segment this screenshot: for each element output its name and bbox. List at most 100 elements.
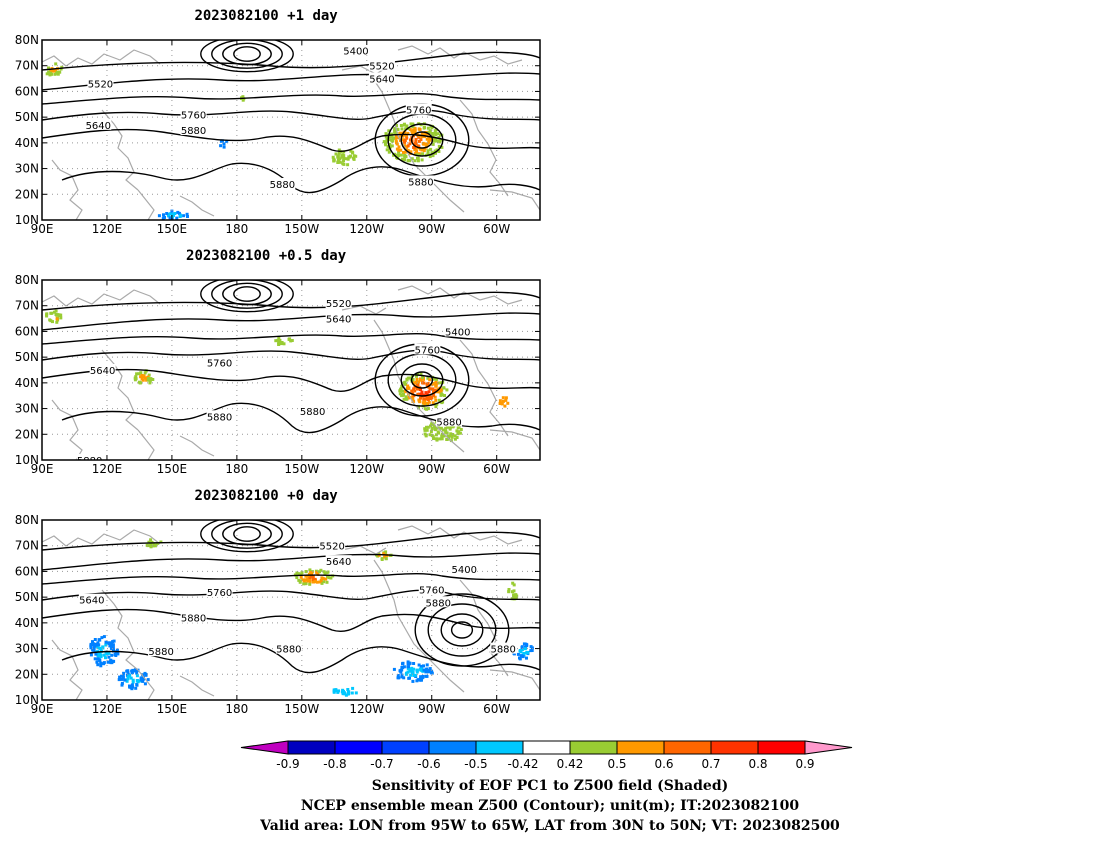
- lat-tick-label: 70N: [15, 59, 39, 73]
- colorbar-segment: [522, 740, 571, 755]
- lon-tick-label: 120W: [349, 222, 384, 236]
- colorbar-label: 0.6: [654, 757, 673, 771]
- contour-label: 5640: [86, 121, 111, 132]
- lon-tick-label: 60W: [483, 222, 510, 236]
- contour-label: 5400: [451, 565, 476, 576]
- contour-label: 5400: [343, 46, 368, 57]
- contour-label: 5640: [326, 557, 351, 568]
- lat-tick-label: 60N: [15, 84, 39, 98]
- map-panel-1: 2023082100 +1 day54005520564055205640576…: [15, 8, 541, 236]
- lon-tick-label: 60W: [483, 462, 510, 476]
- lat-tick-label: 30N: [15, 642, 39, 656]
- lon-tick-label: 150W: [284, 222, 319, 236]
- contour-label: 5880: [276, 645, 301, 656]
- footer-line-2: NCEP ensemble mean Z500 (Contour); unit(…: [301, 798, 800, 814]
- panel-title: 2023082100 +0.5 day: [186, 248, 347, 264]
- map-area: 5520 5640 5400 5760 5760 5640 5880 5880 5880 5880: [42, 280, 540, 467]
- colorbar-segment: [616, 740, 665, 755]
- colorbar-segment: [757, 740, 806, 755]
- lon-tick-label: 90E: [31, 462, 54, 476]
- lat-tick-label: 20N: [15, 427, 39, 441]
- lat-tick-label: 20N: [15, 187, 39, 201]
- lat-tick-label: 30N: [15, 162, 39, 176]
- colorbar-segment: [475, 740, 524, 755]
- lon-tick-label: 120W: [349, 702, 384, 716]
- contour-label: 5880: [270, 180, 295, 191]
- lon-tick-label: 150E: [157, 462, 188, 476]
- colorbar-segment: [663, 740, 712, 755]
- colorbar-label: 0.5: [607, 757, 626, 771]
- colorbar-segment: [381, 740, 430, 755]
- sensitivity-shading: [89, 538, 534, 697]
- map-frame: [41, 39, 541, 221]
- lat-tick-label: 20N: [15, 667, 39, 681]
- lon-tick-label: 150W: [284, 702, 319, 716]
- lon-tick-label: 120E: [92, 462, 123, 476]
- map-frame: [41, 279, 541, 461]
- contour-label: 5760: [207, 588, 232, 599]
- colorbar-segment: [428, 740, 477, 755]
- contour-label: 5760: [406, 105, 431, 116]
- lat-tick-label: 50N: [15, 110, 39, 124]
- lat-tick-label: 60N: [15, 324, 39, 338]
- contour-label: 5760: [181, 111, 206, 122]
- lat-tick-label: 10N: [15, 693, 39, 707]
- lat-tick-label: 50N: [15, 350, 39, 364]
- colorbar-label: -0.8: [323, 757, 346, 771]
- colorbar-label: -0.42: [507, 757, 538, 771]
- colorbar-label: -0.7: [370, 757, 393, 771]
- colorbar-label: 0.42: [557, 757, 584, 771]
- contour-label: 5880: [77, 456, 102, 467]
- contour-label: 5880: [181, 614, 206, 625]
- contour-label: 5880: [436, 417, 461, 428]
- contour-label: 5400: [445, 327, 470, 338]
- lon-tick-label: 90W: [418, 222, 445, 236]
- contour-label: 5640: [79, 596, 104, 607]
- contour-label: 5760: [419, 585, 444, 596]
- contour-label: 5520: [88, 80, 113, 91]
- lon-tick-label: 120E: [92, 702, 123, 716]
- lat-tick-label: 50N: [15, 590, 39, 604]
- lon-tick-label: 150W: [284, 462, 319, 476]
- contour-label: 5520: [326, 299, 351, 310]
- colorbar-label: -0.6: [417, 757, 440, 771]
- lon-tick-label: 150E: [157, 702, 188, 716]
- lat-tick-label: 80N: [15, 513, 39, 527]
- colorbar-label: -0.5: [464, 757, 487, 771]
- lon-tick-label: 60W: [483, 702, 510, 716]
- contour-label: 5880: [490, 645, 515, 656]
- lon-tick-label: 90E: [31, 222, 54, 236]
- lat-tick-label: 40N: [15, 616, 39, 630]
- z500-contours: [42, 520, 540, 674]
- lat-tick-label: 70N: [15, 539, 39, 553]
- colorbar-segment: [710, 740, 759, 755]
- colorbar-segment: [287, 740, 336, 755]
- colorbar-segment: [569, 740, 618, 755]
- lat-tick-label: 40N: [15, 376, 39, 390]
- colorbar-segment: [334, 740, 383, 755]
- contour-label: 5880: [426, 598, 451, 609]
- contour-label: 5640: [369, 75, 394, 86]
- lon-tick-label: 90E: [31, 702, 54, 716]
- contour-label: 5760: [415, 345, 440, 356]
- colorbar-right-arrow: [804, 740, 853, 755]
- z500-contours: [42, 40, 540, 194]
- colorbar: -0.9 -0.8 -0.7 -0.6 -0.5 -0.42 0.42 0.5 0.6 0.7 0.…: [240, 740, 853, 771]
- map-area: 5520 5640 5400 5760 5880 5760 5640 5880 5880 5880…: [42, 520, 540, 700]
- contour-label: 5880: [300, 407, 325, 418]
- panel-title: 2023082100 +1 day: [194, 8, 338, 24]
- lat-tick-label: 40N: [15, 136, 39, 150]
- lon-tick-label: 150E: [157, 222, 188, 236]
- contour-label: 5880: [181, 126, 206, 137]
- lat-tick-label: 80N: [15, 273, 39, 287]
- footer-line-3: Valid area: LON from 95W to 65W, LAT fro…: [259, 818, 840, 834]
- lat-tick-label: 10N: [15, 453, 39, 467]
- map-panel-2: 2023082100 +0.5 day552056405400576057605…: [15, 248, 541, 476]
- lat-tick-label: 80N: [15, 33, 39, 47]
- map-panel-3: 2023082100 +0 day 5520 5640 5400 5760 5880 576…: [15, 488, 541, 716]
- lat-tick-label: 70N: [15, 299, 39, 313]
- contour-label: 5640: [326, 315, 351, 326]
- contour-label: 5880: [408, 177, 433, 188]
